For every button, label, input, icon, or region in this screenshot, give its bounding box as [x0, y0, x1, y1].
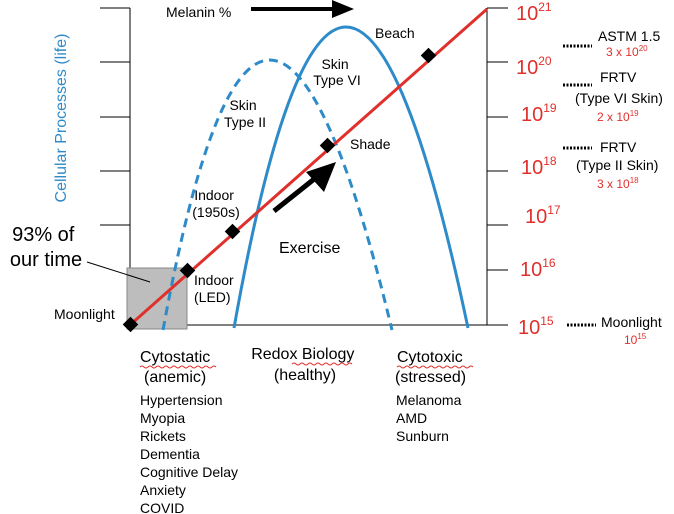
cytostatic-list: Hypertension Myopia Rickets Dementia Cog… — [140, 392, 238, 514]
skin-type-ii-curve — [161, 58, 394, 331]
list-item: Myopia — [140, 410, 185, 426]
zone-cytostatic-title: Cytostatic (anemic) — [140, 349, 215, 386]
melanin-label: Melanin % — [166, 4, 231, 20]
left-axis-label: Cellular Processes (life) — [53, 34, 70, 203]
point-label-indoor-led: Indoor (LED) — [194, 272, 238, 305]
cytostatic-underline — [139, 365, 217, 369]
ref-frtv-vi-value: 2 x 1019 — [597, 109, 639, 124]
zone-redox-title: Redox Biology (healthy) — [251, 346, 359, 384]
list-item: Melanoma — [396, 392, 462, 408]
list-item: COVID — [140, 500, 184, 514]
point-label-moonlight: Moonlight — [54, 306, 115, 322]
cytotoxic-underline — [396, 365, 474, 369]
marker-beach — [420, 47, 437, 64]
right-tick-label: 1018 — [521, 154, 557, 179]
list-item: Rickets — [140, 428, 186, 444]
list-item: Anxiety — [140, 482, 186, 498]
zone-cytotoxic-title: Cytotoxic (stressed) — [395, 349, 467, 386]
ref-frtv-ii-sub: (Type II Skin) — [576, 157, 658, 173]
reference-leaders — [563, 44, 596, 327]
exercise-arrow-shaft — [272, 174, 320, 213]
melanin-arrow-head — [332, 0, 354, 18]
ref-moonlight-label: Moonlight — [601, 314, 662, 330]
time-note: 93% of our time — [10, 224, 82, 271]
list-item: Sunburn — [396, 428, 449, 444]
point-label-indoor-1950s: Indoor (1950s) — [192, 187, 239, 220]
exercise-arrow-head — [306, 162, 336, 192]
marker-indoor-1950s — [224, 223, 241, 240]
list-item: Hypertension — [140, 392, 223, 408]
ref-astm-value: 3 x 1020 — [606, 44, 648, 59]
skin-type-ii-label: Skin Type II — [224, 97, 266, 130]
right-tick-label: 1016 — [520, 256, 556, 281]
time-note-pointer — [86, 261, 151, 283]
redox-underline — [291, 362, 353, 366]
point-label-beach: Beach — [375, 25, 415, 41]
right-tick-label: 1019 — [521, 101, 557, 126]
cytotoxic-list: Melanoma AMD Sunburn — [396, 392, 462, 444]
left-axis-ticks — [100, 7, 130, 226]
list-item: AMD — [396, 410, 427, 426]
right-tick-label: 1017 — [525, 203, 561, 228]
right-tick-label: 1020 — [516, 54, 552, 79]
list-item: Dementia — [140, 446, 200, 462]
ref-frtv-ii-label: FRTV — [600, 139, 637, 155]
skin-type-vi-curve — [232, 25, 470, 329]
ref-astm-label: ASTM 1.5 — [598, 28, 660, 44]
list-item: Cognitive Delay — [140, 464, 238, 480]
ref-moonlight-value: 1015 — [624, 332, 647, 347]
ref-frtv-vi-label: FRTV — [600, 69, 637, 85]
exercise-label: Exercise — [279, 240, 340, 257]
skin-type-vi-label: Skin Type VI — [313, 56, 360, 88]
marker-shade — [319, 137, 336, 154]
right-tick-label: 1021 — [516, 0, 552, 25]
ref-frtv-vi-sub: (Type VI Skin) — [575, 90, 663, 106]
right-axis-ticks — [487, 7, 508, 326]
right-tick-label: 1015 — [518, 314, 554, 339]
marker-indoor-led — [179, 262, 196, 279]
ref-frtv-ii-value: 3 x 1018 — [597, 176, 639, 191]
point-label-shade: Shade — [350, 136, 391, 152]
